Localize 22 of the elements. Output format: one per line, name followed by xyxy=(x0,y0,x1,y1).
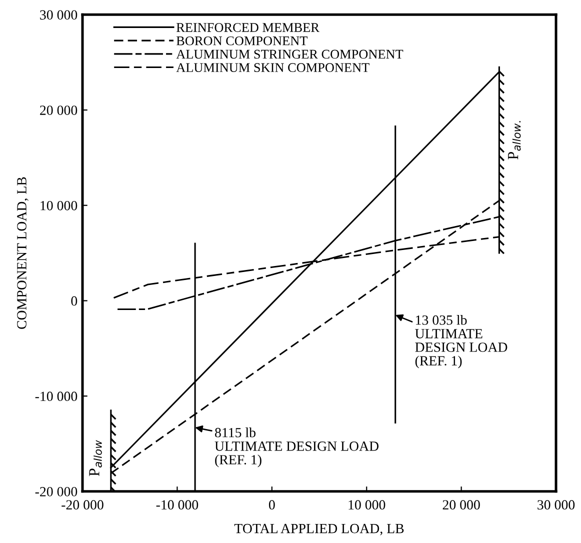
annotation: P$_{allow.}$ xyxy=(508,121,521,160)
y-tick-label: 20 000 xyxy=(40,106,78,115)
y-tick-label: -20 000 xyxy=(35,487,78,496)
x-axis-title: TOTAL APPLIED LOAD, LB xyxy=(234,524,404,536)
x-tick-label: 30 000 xyxy=(538,500,575,510)
legend-label: ALUMINUM SKIN COMPONENT xyxy=(176,63,370,72)
legend-label: REINFORCED MEMBER xyxy=(176,23,320,32)
y-axis-title: COMPONENT LOAD, LB xyxy=(17,177,28,329)
annotation: P$_{allow}$ xyxy=(89,440,102,476)
annotation: 13 035 lb ULTIMATE DESIGN LOAD (REF. 1) xyxy=(415,315,508,368)
y-tick-label: -10 000 xyxy=(35,392,78,402)
x-tick-label: -10 000 xyxy=(156,500,198,510)
x-tick-label: 20 000 xyxy=(442,500,480,510)
y-tick-label: 0 xyxy=(71,296,78,306)
x-tick-label: -20 000 xyxy=(62,500,104,510)
annotation: 8115 lb ULTIMATE DESIGN LOAD (REF. 1) xyxy=(214,428,379,468)
legend-label: BORON COMPONENT xyxy=(176,36,308,46)
y-tick-label: 30 000 xyxy=(40,10,78,20)
legend-label: ALUMINUM STRINGER COMPONENT xyxy=(176,50,404,59)
y-tick-label: 10 000 xyxy=(40,200,78,210)
x-tick-label: 0 xyxy=(268,500,275,510)
x-tick-label: 10 000 xyxy=(348,500,386,510)
